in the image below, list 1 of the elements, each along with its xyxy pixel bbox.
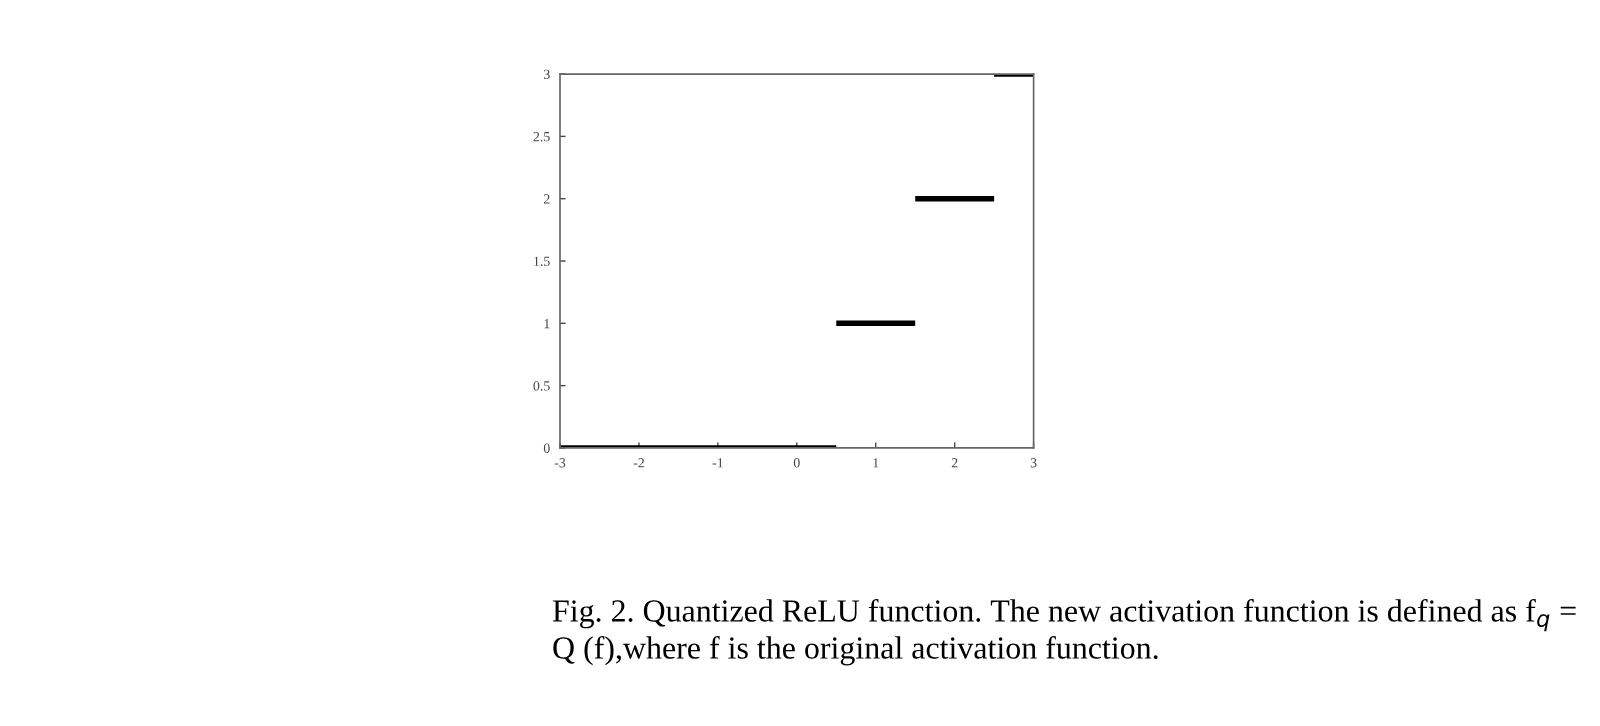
text: Fig. 2. Quantized ReLU function. The new activation function is defined as f$_{q}$ = Q (f),where f is the original activation function. (552, 598, 1576, 666)
